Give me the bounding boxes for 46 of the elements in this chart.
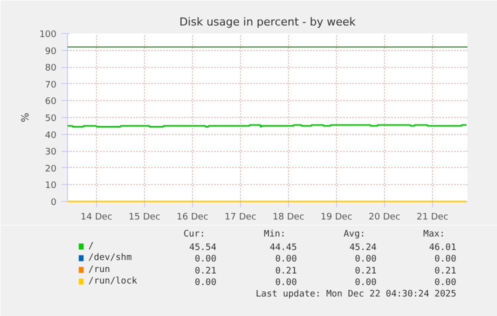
- text: Max:: [423, 230, 445, 240]
- y-tick-label: 90: [45, 46, 57, 57]
- text: Avg:: [344, 230, 366, 240]
- y-tick-label: 20: [45, 164, 57, 174]
- y-tick-label: 60: [45, 97, 57, 108]
- text: 45.54: [189, 243, 216, 253]
- text: 0.00: [434, 278, 456, 288]
- y-tick-label: 10: [45, 181, 57, 192]
- text: 46.01: [429, 243, 456, 253]
- legend-label: /run: [88, 264, 110, 275]
- text: 0.21: [354, 266, 377, 276]
- x-tick-label: 14 Dec: [80, 212, 112, 222]
- chart-title: Disk usage in percent - by week: [179, 16, 356, 28]
- text: 0.00: [194, 254, 216, 265]
- x-tick-label: 19 Dec: [320, 212, 352, 222]
- x-tick-label: 20 Dec: [368, 212, 400, 222]
- text: Last update: Mon Dec 22 04:30:24 2025: [256, 290, 456, 300]
- text: 0.00: [275, 254, 297, 265]
- y-tick-label: 70: [45, 80, 57, 90]
- legend-label: /: [88, 242, 94, 252]
- legend-label: /dev/shm: [88, 253, 132, 264]
- y-tick-label: 80: [45, 64, 57, 74]
- legend-label: /run/lock: [88, 276, 138, 287]
- text: 45.24: [349, 243, 377, 253]
- y-tick-label: 30: [45, 148, 57, 158]
- x-tick-label: 18 Dec: [272, 212, 304, 222]
- text: 0.00: [275, 278, 297, 288]
- text: 0.00: [434, 254, 456, 265]
- y-tick-label: 40: [45, 130, 57, 141]
- x-tick-label: 21 Dec: [416, 212, 448, 222]
- y-tick-label: 100: [39, 30, 57, 40]
- y-tick-label: 0: [50, 198, 57, 208]
- text: 0.00: [194, 278, 216, 288]
- x-tick-label: 15 Dec: [128, 212, 160, 222]
- x-tick-label: 17 Dec: [224, 212, 256, 222]
- y-tick-label: 50: [45, 114, 57, 124]
- text: Min:: [264, 230, 286, 240]
- y-axis-title: %: [20, 112, 32, 122]
- text: 0.21: [275, 266, 297, 276]
- text: Cur:: [183, 230, 206, 240]
- text: 0.00: [354, 278, 377, 288]
- text: 0.21: [194, 266, 216, 276]
- x-tick-label: 16 Dec: [176, 212, 208, 222]
- text: 44.45: [270, 243, 297, 253]
- text: 0.21: [434, 266, 456, 276]
- text: 0.00: [354, 254, 377, 265]
